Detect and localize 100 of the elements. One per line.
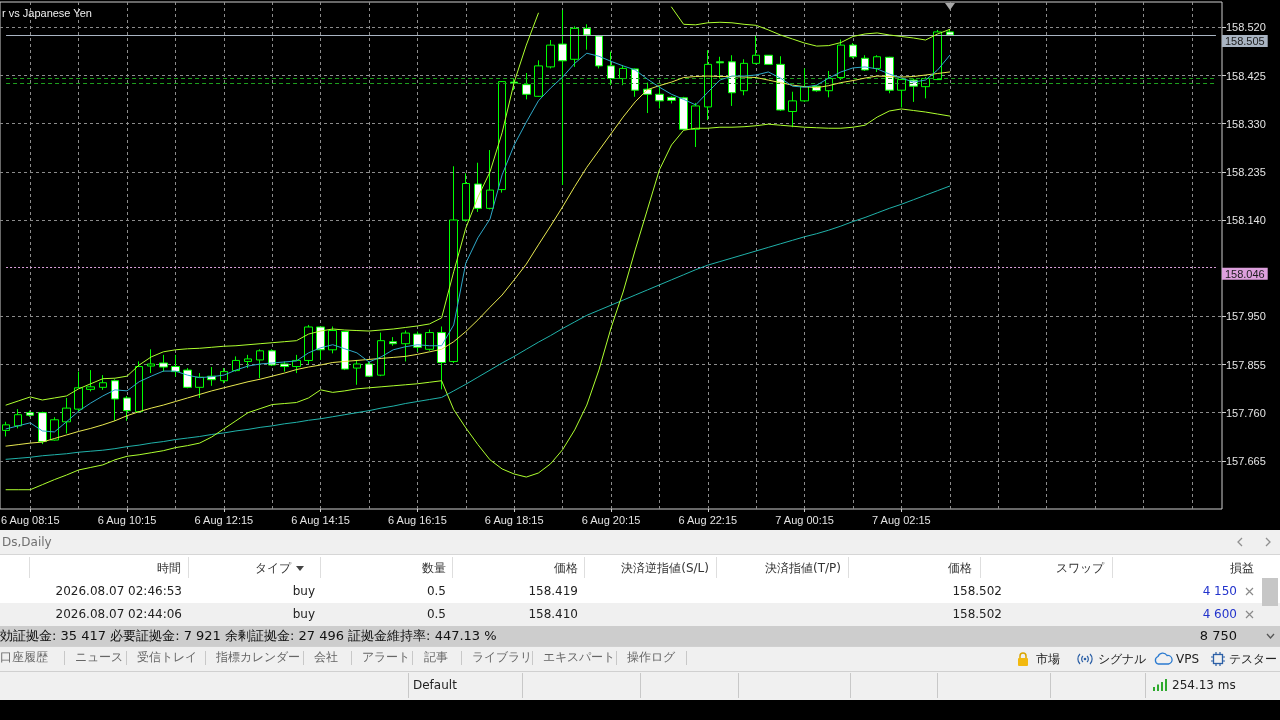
x-tick-label: 7 Aug 02:15 — [872, 513, 931, 526]
text: 価格 — [948, 560, 972, 576]
text: 0.5 — [426, 583, 446, 599]
candlestick — [147, 348, 155, 374]
candlestick — [353, 359, 361, 386]
candlestick — [873, 54, 881, 73]
x-tick-label: 7 Aug 00:15 — [775, 513, 834, 526]
candlestick — [401, 330, 410, 362]
text: テスター — [1229, 651, 1277, 667]
text: アラート — [362, 649, 410, 665]
candlestick — [256, 348, 264, 379]
text: 0.5 — [426, 606, 446, 622]
candlestick — [643, 82, 652, 114]
line-series — [5, 108, 951, 491]
text: タイプ — [255, 560, 291, 576]
candlestick — [655, 85, 664, 109]
candlestick — [679, 96, 688, 131]
x-tick-label: 6 Aug 20:15 — [581, 513, 641, 526]
text: 数量 — [422, 560, 446, 576]
text: ライブラリ — [472, 649, 532, 665]
candlestick — [123, 395, 131, 422]
text: 市場 — [1036, 651, 1060, 667]
text: 受信トレイ — [137, 649, 197, 665]
text: buy — [292, 583, 315, 599]
ref-line-label: 158.046 — [1224, 268, 1265, 281]
candlestick — [704, 49, 712, 121]
candlestick — [534, 59, 543, 98]
candlestick — [377, 332, 385, 377]
candlestick — [389, 336, 397, 347]
chart-title: r vs Japanese Yen — [2, 6, 92, 19]
y-tick-label: 158.425 — [1226, 69, 1266, 82]
text: 会社 — [314, 649, 338, 665]
ref-line-label: 158.505 — [1224, 35, 1265, 48]
text: buy — [292, 606, 315, 622]
text: 時間 — [157, 560, 181, 576]
candlestick — [195, 372, 204, 399]
y-tick-label: 157.950 — [1226, 310, 1266, 323]
candlestick — [159, 354, 168, 373]
text: Default — [413, 677, 457, 693]
candlestick — [449, 165, 458, 364]
x-tick-label: 6 Aug 22:15 — [678, 513, 738, 526]
text: 158.502 — [952, 583, 1002, 599]
candlestick — [764, 54, 773, 65]
x-tick-label: 6 Aug 10:15 — [97, 513, 157, 526]
candlestick — [14, 408, 22, 429]
candlestick — [776, 55, 785, 112]
candlestick — [583, 23, 591, 51]
text: ニュース — [75, 649, 123, 665]
text: シグナル — [1098, 651, 1146, 667]
text: スワップ — [1056, 560, 1104, 576]
candlestick — [425, 329, 434, 352]
text: 254.13 ms — [1172, 677, 1236, 693]
candlestick — [716, 56, 724, 80]
text: 決済逆指値(S/L) — [621, 560, 709, 576]
candlestick — [546, 39, 555, 69]
candlestick — [183, 367, 192, 389]
text: VPS — [1176, 651, 1200, 667]
text: 2026.08.07 02:44:06 — [55, 606, 182, 622]
candlestick — [570, 25, 579, 68]
candlestick — [341, 330, 349, 371]
text: 158.419 — [528, 583, 578, 599]
text: 4 600 — [1202, 606, 1237, 622]
candlestick — [667, 95, 676, 104]
candlestick — [946, 29, 954, 36]
line-series — [5, 185, 951, 460]
candlestick — [304, 324, 313, 365]
text: 8 750 — [1199, 628, 1237, 644]
candlestick — [897, 78, 906, 108]
text: 記事 — [424, 649, 448, 665]
x-tick-label: 6 Aug 12:15 — [194, 513, 254, 526]
candlestick — [111, 378, 119, 422]
text: 158.410 — [528, 606, 578, 622]
candlestick — [437, 325, 446, 390]
candlestick — [849, 42, 857, 59]
y-tick-label: 158.235 — [1226, 165, 1266, 178]
text: 指標カレンダー — [216, 649, 300, 665]
text: Ds,Daily — [2, 534, 52, 550]
candlestick — [619, 64, 627, 86]
y-tick-label: 158.330 — [1226, 117, 1266, 130]
candlestick — [38, 411, 47, 445]
candlestick — [607, 51, 615, 86]
candlestick — [788, 91, 797, 128]
text: 口座履歴 — [0, 649, 48, 665]
candlestick — [691, 102, 700, 148]
candlestick — [328, 325, 337, 354]
candlestick — [486, 149, 494, 210]
candlestick — [280, 360, 289, 373]
x-tick-label: 6 Aug 14:15 — [291, 513, 350, 526]
candlestick — [244, 354, 252, 369]
y-tick-label: 157.760 — [1226, 406, 1266, 419]
text: 4 150 — [1202, 583, 1237, 599]
candlestick — [752, 34, 760, 65]
candlestick — [498, 80, 506, 194]
candlestick — [99, 374, 107, 391]
text: 効証拠金: 35 417 必要証拠金: 7 921 余剰証拠金: 27 496 証拠金維持率: 447.13 % — [0, 628, 497, 644]
x-tick-label: 6 Aug 16:15 — [388, 513, 447, 526]
candlestick — [62, 397, 71, 434]
y-tick-label: 157.665 — [1226, 454, 1266, 467]
text: 操作ログ — [627, 649, 675, 665]
text: 決済指値(T/P) — [765, 560, 841, 576]
